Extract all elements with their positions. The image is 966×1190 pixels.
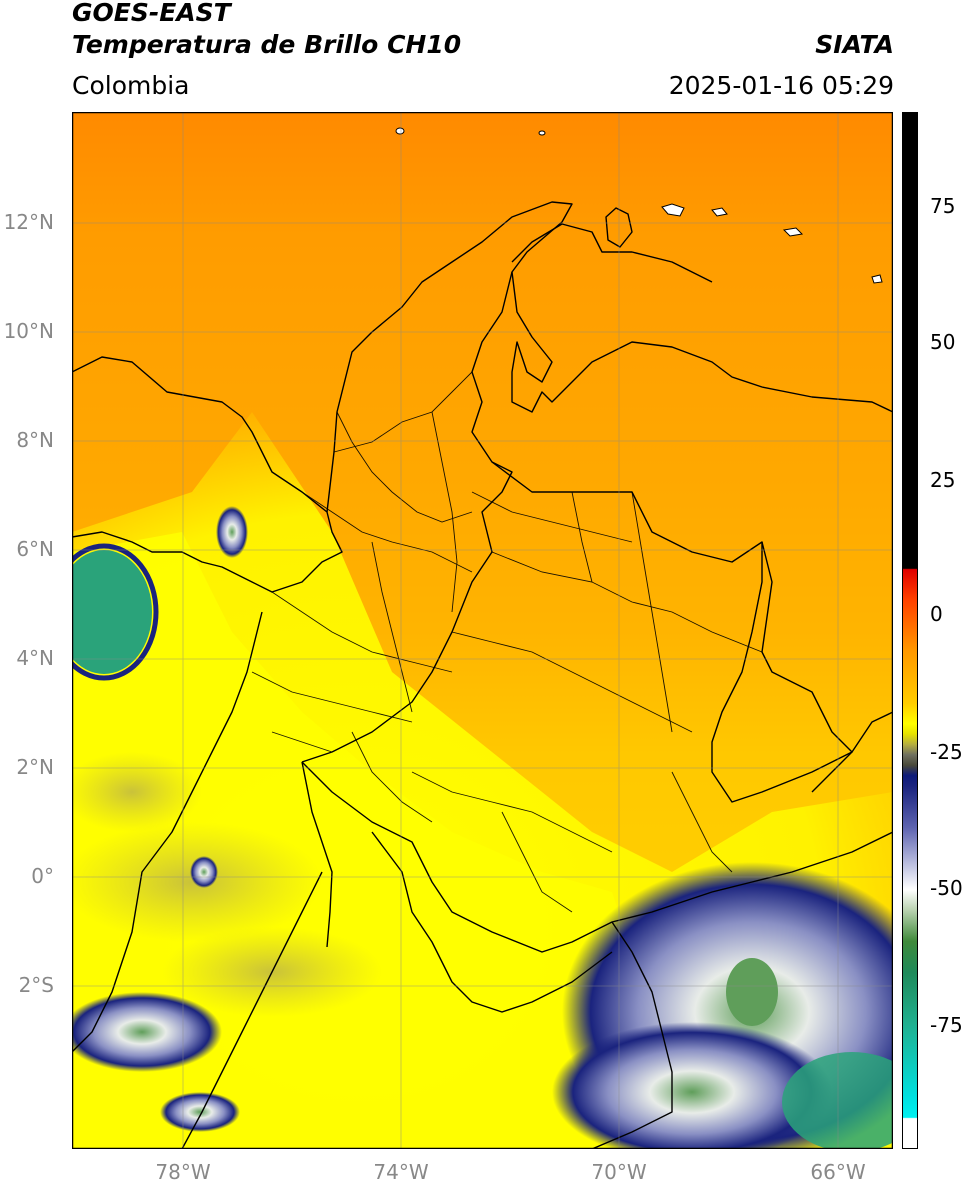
lat-label-8n: 8°N [16,428,54,452]
cold-cloud-top [190,856,218,888]
colorbar-tick-minus25: -25 [930,740,963,764]
country-borders [181,271,893,1149]
title-line-1: GOES-EAST [72,0,231,27]
venezuela-border [491,461,893,803]
la-guajira-coast [511,223,713,283]
cold-cloud-top [216,506,248,558]
colorbar-tick-0: 0 [930,602,943,626]
lon-label-66w: 66°W [810,1160,866,1184]
inner-boundary [301,761,333,948]
lat-label-4n: 4°N [16,646,54,670]
colorbar-tick-minus50: -50 [930,876,963,900]
lon-label-78w: 78°W [155,1160,211,1184]
cold-cloud-edge [72,543,159,681]
cold-cloud-top [160,1092,240,1132]
satellite-map [72,112,893,1149]
lat-label-2n: 2°N [16,755,54,779]
small-islands [395,127,883,284]
lon-label-74w: 74°W [373,1160,429,1184]
paraguana-peninsula [605,207,633,248]
colorbar-tick-25: 25 [930,468,956,492]
lat-label-0: 0° [31,864,54,888]
cold-cloud-core [782,1052,893,1149]
ecuador-peru-border [301,761,893,953]
pacific-coast [72,611,263,1053]
caribbean-coast [326,201,893,513]
lat-label-6n: 6°N [16,537,54,561]
department-boundaries [251,371,763,913]
colorbar [902,112,918,1149]
colorbar-tick-minus75: -75 [930,1013,963,1037]
ecuador-border [181,871,323,1149]
brand-label: SIATA [815,30,894,59]
colorbar-tick-75: 75 [930,194,956,218]
coastlines [72,201,893,1053]
datetime-label: 2025-01-16 05:29 [668,71,894,100]
cold-cloud-top [72,550,152,674]
colorbar-tick-50: 50 [930,330,956,354]
amazon-boundary [371,831,613,1013]
lat-label-2s: 2°S [18,973,54,997]
title-line-2: Temperatura de Brillo CH10 [72,30,462,59]
lat-lon-grid [72,112,893,1149]
panama-coast [72,356,343,593]
lat-label-10n: 10°N [3,319,54,343]
lat-label-12n: 12°N [3,210,54,234]
cold-cloud-core [726,958,778,1026]
olive-cloud-band [72,752,202,832]
peru-brazil-border [591,921,673,1149]
cold-cloud-top [72,992,222,1072]
venezuela-east-border [761,541,853,793]
colorbar-scale [902,112,918,1149]
map-frame [72,112,893,1149]
region-label: Colombia [72,71,190,100]
lon-label-70w: 70°W [591,1160,647,1184]
cold-cloud-complex [552,1022,832,1149]
